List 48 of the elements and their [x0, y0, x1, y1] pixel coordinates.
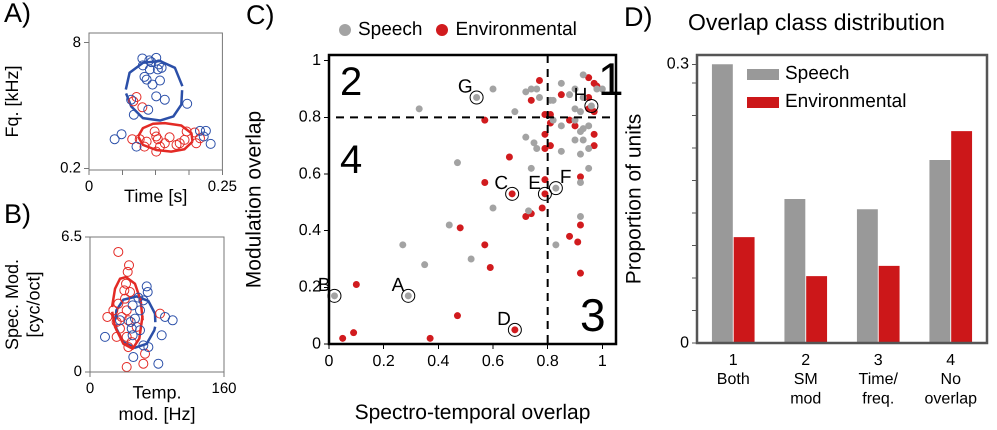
y-tick-label: 0.2 — [60, 160, 81, 177]
x-tick-label: 0.8 — [536, 353, 559, 370]
x-tick-label: 0 — [86, 380, 94, 398]
legend-label: Speech — [785, 63, 850, 85]
text: D) — [624, 2, 652, 33]
chart-title: Overlap class distribution — [688, 9, 945, 36]
y-axis-title: Modulation overlap — [242, 110, 266, 288]
x-tick-label: 4 No overlap — [924, 352, 978, 408]
annotation: D — [497, 308, 511, 330]
annotation: A — [392, 274, 405, 296]
annotation: F — [560, 167, 572, 188]
y-axis-title: Spec. Mod. [cyc/oct] — [2, 258, 44, 350]
x-tick-label: 0 — [324, 353, 334, 370]
legend-label: Environmental — [455, 19, 577, 41]
y-tick-label: 6.5 — [61, 228, 82, 246]
x-axis-title: Spectro-temporal overlap — [354, 401, 590, 424]
annotation: E — [528, 172, 541, 194]
y-tick-label: 0.3 — [666, 56, 690, 73]
text: B) — [4, 199, 31, 230]
annotation: G — [458, 76, 473, 98]
text: C) — [246, 0, 274, 31]
x-tick-label: 0.2 — [372, 353, 395, 370]
x-axis-title: Time [s] — [124, 186, 188, 206]
annotation: 3 — [580, 289, 606, 341]
x-tick-label: 3 Time/ freq. — [858, 352, 899, 408]
y-tick-label: 0.6 — [298, 165, 322, 182]
y-tick-label: 8 — [72, 34, 81, 51]
x-tick-label: 160 — [211, 380, 237, 398]
x-tick-label: 2 SM mod — [790, 352, 822, 408]
x-tick-label: 0.4 — [427, 353, 450, 370]
y-tick-label: 1 — [312, 52, 322, 70]
y-axis-title: Fq. [kHz] — [2, 65, 22, 138]
x-axis-title: Temp. mod. [Hz] — [118, 382, 196, 424]
x-tick-label: 1 — [598, 353, 607, 370]
y-axis-title: Proportion of units — [622, 114, 646, 284]
legend-label: Environmental — [785, 91, 906, 113]
annotation: 4 — [340, 138, 362, 182]
x-tick-label: 1 Both — [716, 352, 750, 388]
legend-label: Speech — [358, 19, 422, 41]
y-tick-label: 0.8 — [298, 108, 322, 126]
annotation: C — [494, 172, 508, 194]
annotation: H — [574, 85, 588, 106]
annotation: 2 — [340, 60, 362, 104]
y-tick-label: 0 — [312, 335, 322, 352]
x-tick-label: 0.6 — [482, 353, 504, 370]
text: A) — [4, 0, 31, 29]
y-tick-label: 0.4 — [298, 222, 322, 240]
x-tick-label: 0.25 — [208, 178, 238, 196]
